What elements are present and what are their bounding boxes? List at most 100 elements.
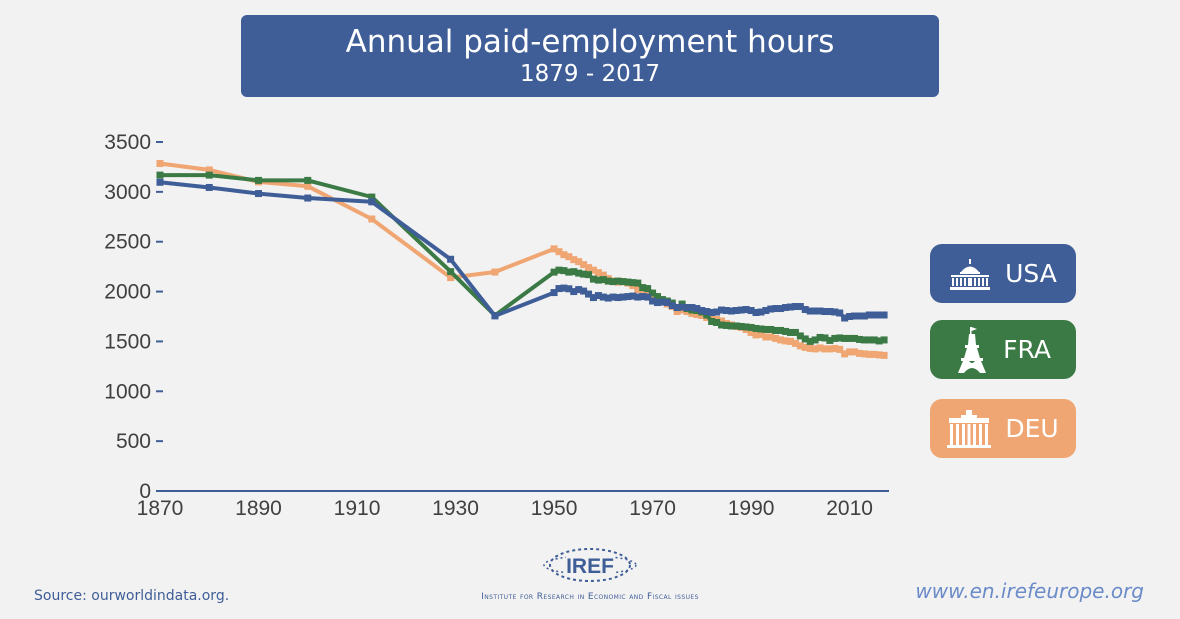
data-point-deu bbox=[560, 251, 568, 259]
website-url[interactable]: www.en.irefeurope.org bbox=[915, 579, 1144, 603]
data-point-deu bbox=[791, 339, 799, 347]
data-point-fra bbox=[732, 322, 740, 330]
data-point-deu bbox=[772, 334, 780, 342]
data-point-usa bbox=[589, 294, 597, 302]
data-point-usa bbox=[634, 293, 642, 301]
svg-text:IREF: IREF bbox=[566, 555, 614, 578]
data-point-usa bbox=[836, 309, 844, 317]
data-point-fra bbox=[777, 326, 785, 334]
x-tick-label: 1890 bbox=[235, 497, 282, 520]
data-point-deu bbox=[875, 351, 883, 359]
data-point-fra bbox=[629, 279, 637, 287]
data-point-fra bbox=[624, 278, 632, 286]
data-point-usa bbox=[555, 285, 563, 293]
data-point-fra bbox=[851, 334, 859, 342]
data-point-fra bbox=[782, 327, 790, 335]
data-point-usa bbox=[870, 311, 878, 319]
data-point-deu bbox=[826, 345, 834, 353]
legend-fra: FRA bbox=[930, 320, 1076, 379]
data-point-usa bbox=[826, 308, 834, 316]
data-point-fra bbox=[767, 325, 775, 333]
y-tick-label: 3000 bbox=[104, 181, 151, 204]
data-point-usa bbox=[565, 285, 573, 293]
chart-title-banner: Annual paid-employment hours 1879 - 2017 bbox=[241, 15, 939, 97]
data-point-fra bbox=[836, 334, 844, 342]
data-point-usa bbox=[585, 290, 593, 298]
data-point-usa bbox=[609, 293, 617, 301]
data-point-deu bbox=[762, 333, 770, 341]
data-point-fra bbox=[742, 323, 750, 331]
data-point-usa bbox=[570, 288, 578, 296]
data-point-usa bbox=[599, 293, 607, 301]
chart-subtitle: 1879 - 2017 bbox=[520, 61, 660, 87]
series-line-fra bbox=[160, 173, 885, 344]
x-tick-label: 1970 bbox=[629, 497, 676, 520]
data-point-fra bbox=[718, 321, 726, 329]
eiffel-tower-icon bbox=[958, 326, 987, 373]
data-point-usa bbox=[693, 305, 701, 313]
data-point-usa bbox=[851, 312, 859, 320]
data-point-fra bbox=[870, 336, 878, 344]
data-point-usa bbox=[791, 303, 799, 311]
data-point-usa bbox=[678, 303, 686, 311]
data-point-usa bbox=[368, 198, 376, 206]
data-point-fra bbox=[653, 293, 661, 301]
data-point-deu bbox=[570, 256, 578, 264]
data-point-usa bbox=[821, 308, 829, 316]
data-point-usa bbox=[752, 309, 760, 317]
data-point-usa bbox=[668, 302, 676, 310]
data-point-deu bbox=[831, 344, 839, 352]
data-point-usa bbox=[698, 307, 706, 315]
data-point-usa bbox=[708, 309, 716, 317]
data-point-fra bbox=[550, 268, 558, 276]
data-point-deu bbox=[589, 266, 597, 274]
data-point-deu bbox=[821, 345, 829, 353]
data-point-deu bbox=[860, 350, 868, 358]
data-point-fra bbox=[713, 318, 721, 326]
data-point-fra bbox=[875, 337, 883, 345]
data-point-usa bbox=[156, 178, 164, 186]
data-point-deu bbox=[757, 330, 765, 338]
data-point-usa bbox=[722, 307, 730, 315]
data-point-usa bbox=[560, 284, 568, 292]
data-point-deu bbox=[693, 311, 701, 319]
data-point-fra bbox=[791, 328, 799, 336]
data-point-usa bbox=[831, 308, 839, 316]
legend-deu-label: DEU bbox=[1005, 414, 1059, 443]
data-point-usa bbox=[860, 312, 868, 320]
data-point-usa bbox=[782, 304, 790, 312]
data-point-deu bbox=[767, 333, 775, 341]
data-point-fra bbox=[811, 336, 819, 344]
data-point-deu bbox=[368, 215, 376, 223]
y-tick-label: 1500 bbox=[104, 330, 151, 353]
data-point-deu bbox=[491, 268, 499, 276]
data-point-deu bbox=[718, 317, 726, 325]
data-point-deu bbox=[806, 344, 814, 352]
data-point-usa bbox=[703, 308, 711, 316]
data-point-deu bbox=[836, 345, 844, 353]
data-point-fra bbox=[880, 336, 888, 344]
data-point-deu bbox=[639, 288, 647, 296]
data-point-usa bbox=[713, 308, 721, 316]
data-point-usa bbox=[304, 194, 312, 202]
data-point-fra bbox=[565, 268, 573, 276]
data-point-fra bbox=[846, 334, 854, 342]
data-point-usa bbox=[683, 304, 691, 312]
data-point-usa bbox=[629, 292, 637, 300]
x-tick-label: 2010 bbox=[826, 497, 873, 520]
data-point-fra bbox=[786, 328, 794, 336]
x-tick-label: 1910 bbox=[334, 497, 381, 520]
y-tick-label: 1000 bbox=[104, 380, 151, 403]
y-tick-label: 0 bbox=[139, 480, 151, 503]
data-point-fra bbox=[801, 335, 809, 343]
data-point-usa bbox=[762, 307, 770, 315]
data-point-deu bbox=[786, 337, 794, 345]
data-point-deu bbox=[205, 166, 213, 174]
data-point-fra bbox=[639, 284, 647, 292]
data-point-usa bbox=[841, 314, 849, 322]
data-point-usa bbox=[865, 311, 873, 319]
data-point-usa bbox=[880, 311, 888, 319]
data-point-usa bbox=[491, 312, 499, 320]
data-point-usa bbox=[205, 183, 213, 191]
